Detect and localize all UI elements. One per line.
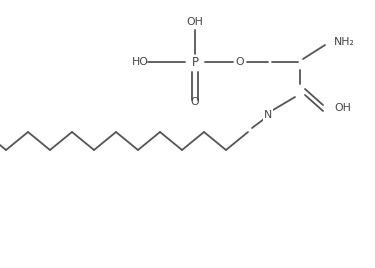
Text: N: N [264,110,272,120]
Text: O: O [236,57,244,67]
Text: O: O [190,97,200,107]
Text: P: P [192,55,198,69]
Text: OH: OH [334,103,351,113]
Text: NH₂: NH₂ [334,37,355,47]
Text: HO: HO [132,57,148,67]
Text: OH: OH [187,17,203,27]
